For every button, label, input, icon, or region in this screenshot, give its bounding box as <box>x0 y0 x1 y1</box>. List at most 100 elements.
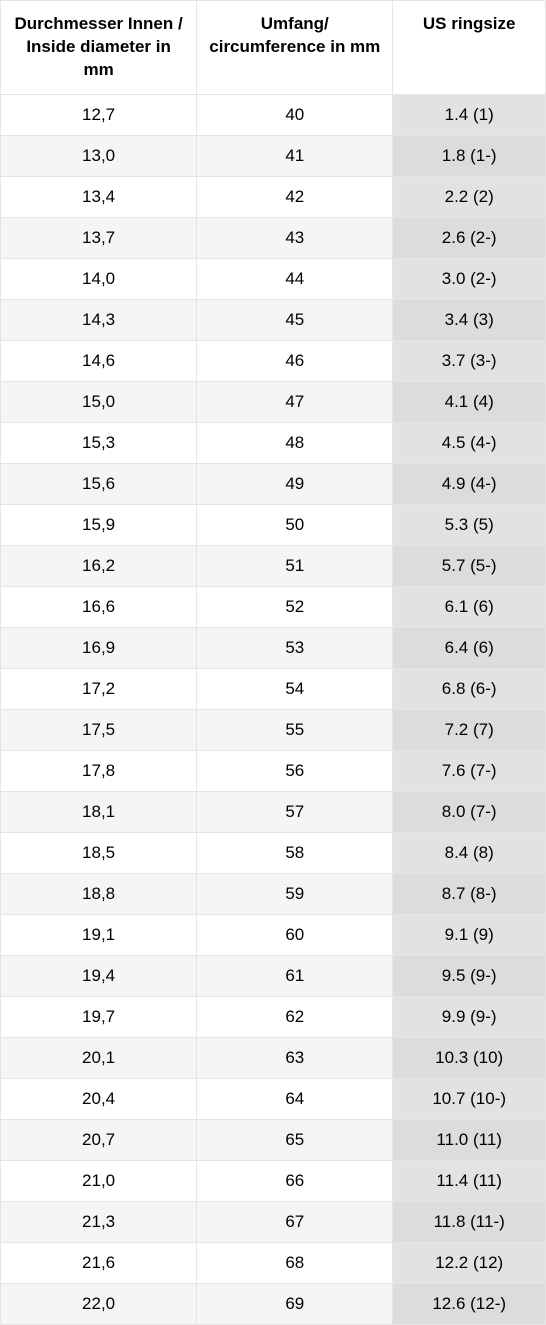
cell-diameter: 17,8 <box>1 750 197 791</box>
cell-us-ringsize: 1.4 (1) <box>393 94 546 135</box>
cell-circumference: 62 <box>197 996 393 1037</box>
cell-us-ringsize: 6.4 (6) <box>393 627 546 668</box>
cell-diameter: 14,6 <box>1 340 197 381</box>
cell-us-ringsize: 3.0 (2-) <box>393 258 546 299</box>
cell-diameter: 16,9 <box>1 627 197 668</box>
cell-us-ringsize: 12.2 (12) <box>393 1242 546 1283</box>
table-row: 17,2546.8 (6-) <box>1 668 546 709</box>
cell-diameter: 19,7 <box>1 996 197 1037</box>
cell-circumference: 47 <box>197 381 393 422</box>
cell-us-ringsize: 2.6 (2-) <box>393 217 546 258</box>
cell-circumference: 57 <box>197 791 393 832</box>
table-body: 12,7401.4 (1)13,0411.8 (1-)13,4422.2 (2)… <box>1 94 546 1324</box>
table-row: 21,06611.4 (11) <box>1 1160 546 1201</box>
cell-diameter: 17,5 <box>1 709 197 750</box>
table-row: 16,9536.4 (6) <box>1 627 546 668</box>
cell-diameter: 17,2 <box>1 668 197 709</box>
cell-us-ringsize: 9.5 (9-) <box>393 955 546 996</box>
cell-diameter: 15,6 <box>1 463 197 504</box>
ring-size-table-container: Durchmesser Innen / Inside diameter in m… <box>0 0 546 1325</box>
table-row: 17,8567.6 (7-) <box>1 750 546 791</box>
cell-us-ringsize: 3.4 (3) <box>393 299 546 340</box>
cell-diameter: 16,6 <box>1 586 197 627</box>
table-row: 13,4422.2 (2) <box>1 176 546 217</box>
cell-us-ringsize: 4.1 (4) <box>393 381 546 422</box>
cell-circumference: 50 <box>197 504 393 545</box>
header-us-ringsize: US ringsize <box>393 1 546 95</box>
table-row: 16,6526.1 (6) <box>1 586 546 627</box>
cell-circumference: 42 <box>197 176 393 217</box>
cell-circumference: 44 <box>197 258 393 299</box>
table-row: 22,06912.6 (12-) <box>1 1283 546 1324</box>
cell-diameter: 16,2 <box>1 545 197 586</box>
cell-diameter: 13,7 <box>1 217 197 258</box>
table-row: 14,0443.0 (2-) <box>1 258 546 299</box>
cell-circumference: 60 <box>197 914 393 955</box>
table-row: 13,7432.6 (2-) <box>1 217 546 258</box>
cell-diameter: 19,1 <box>1 914 197 955</box>
cell-us-ringsize: 8.7 (8-) <box>393 873 546 914</box>
cell-us-ringsize: 10.3 (10) <box>393 1037 546 1078</box>
cell-diameter: 13,4 <box>1 176 197 217</box>
table-row: 20,16310.3 (10) <box>1 1037 546 1078</box>
cell-us-ringsize: 10.7 (10-) <box>393 1078 546 1119</box>
table-row: 18,1578.0 (7-) <box>1 791 546 832</box>
table-row: 15,6494.9 (4-) <box>1 463 546 504</box>
cell-circumference: 48 <box>197 422 393 463</box>
table-row: 19,1609.1 (9) <box>1 914 546 955</box>
cell-us-ringsize: 11.8 (11-) <box>393 1201 546 1242</box>
cell-us-ringsize: 7.2 (7) <box>393 709 546 750</box>
cell-diameter: 18,8 <box>1 873 197 914</box>
cell-diameter: 19,4 <box>1 955 197 996</box>
cell-us-ringsize: 6.8 (6-) <box>393 668 546 709</box>
cell-diameter: 18,5 <box>1 832 197 873</box>
cell-circumference: 43 <box>197 217 393 258</box>
cell-circumference: 52 <box>197 586 393 627</box>
cell-circumference: 67 <box>197 1201 393 1242</box>
cell-circumference: 53 <box>197 627 393 668</box>
table-row: 15,0474.1 (4) <box>1 381 546 422</box>
cell-circumference: 65 <box>197 1119 393 1160</box>
cell-us-ringsize: 12.6 (12-) <box>393 1283 546 1324</box>
cell-diameter: 20,1 <box>1 1037 197 1078</box>
table-row: 19,4619.5 (9-) <box>1 955 546 996</box>
cell-diameter: 18,1 <box>1 791 197 832</box>
cell-us-ringsize: 5.3 (5) <box>393 504 546 545</box>
cell-diameter: 13,0 <box>1 135 197 176</box>
cell-circumference: 59 <box>197 873 393 914</box>
cell-us-ringsize: 8.0 (7-) <box>393 791 546 832</box>
cell-diameter: 21,6 <box>1 1242 197 1283</box>
table-row: 19,7629.9 (9-) <box>1 996 546 1037</box>
cell-circumference: 64 <box>197 1078 393 1119</box>
cell-circumference: 69 <box>197 1283 393 1324</box>
cell-diameter: 15,9 <box>1 504 197 545</box>
cell-us-ringsize: 9.1 (9) <box>393 914 546 955</box>
cell-circumference: 46 <box>197 340 393 381</box>
cell-circumference: 51 <box>197 545 393 586</box>
cell-diameter: 20,4 <box>1 1078 197 1119</box>
cell-us-ringsize: 6.1 (6) <box>393 586 546 627</box>
cell-circumference: 66 <box>197 1160 393 1201</box>
ring-size-table: Durchmesser Innen / Inside diameter in m… <box>0 0 546 1325</box>
table-row: 21,36711.8 (11-) <box>1 1201 546 1242</box>
cell-circumference: 68 <box>197 1242 393 1283</box>
cell-us-ringsize: 3.7 (3-) <box>393 340 546 381</box>
cell-circumference: 49 <box>197 463 393 504</box>
cell-us-ringsize: 11.0 (11) <box>393 1119 546 1160</box>
cell-circumference: 63 <box>197 1037 393 1078</box>
cell-us-ringsize: 2.2 (2) <box>393 176 546 217</box>
cell-circumference: 45 <box>197 299 393 340</box>
cell-circumference: 54 <box>197 668 393 709</box>
cell-circumference: 40 <box>197 94 393 135</box>
cell-circumference: 55 <box>197 709 393 750</box>
table-row: 15,3484.5 (4-) <box>1 422 546 463</box>
table-row: 18,8598.7 (8-) <box>1 873 546 914</box>
cell-diameter: 15,3 <box>1 422 197 463</box>
cell-us-ringsize: 7.6 (7-) <box>393 750 546 791</box>
table-row: 16,2515.7 (5-) <box>1 545 546 586</box>
table-row: 18,5588.4 (8) <box>1 832 546 873</box>
cell-diameter: 20,7 <box>1 1119 197 1160</box>
cell-diameter: 12,7 <box>1 94 197 135</box>
cell-diameter: 14,3 <box>1 299 197 340</box>
cell-us-ringsize: 8.4 (8) <box>393 832 546 873</box>
